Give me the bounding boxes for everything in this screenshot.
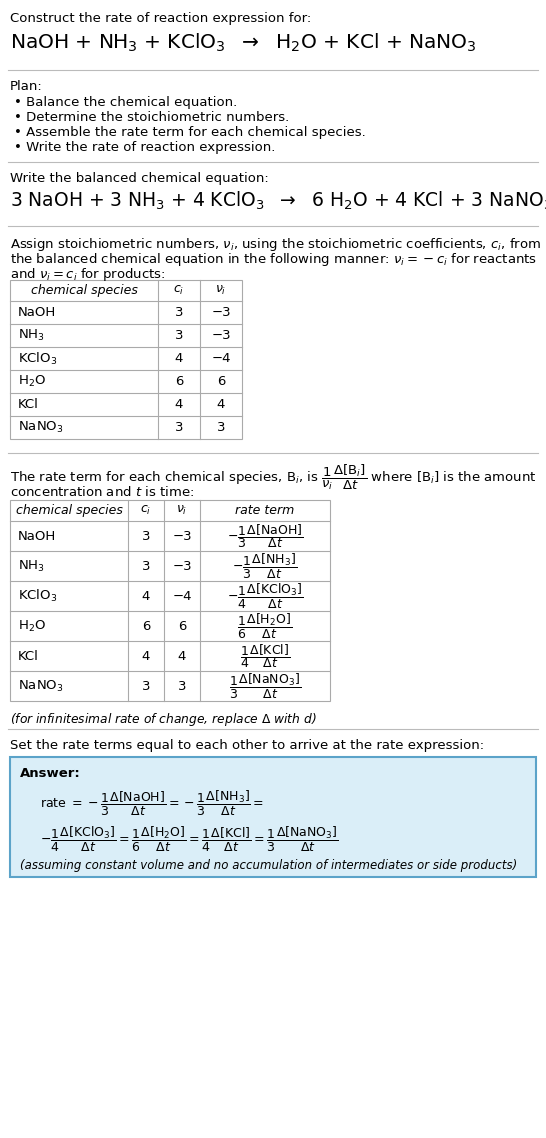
Text: $-\dfrac{1}{4}\dfrac{\Delta[\mathrm{KClO_3}]}{\Delta t}$: $-\dfrac{1}{4}\dfrac{\Delta[\mathrm{KClO…: [227, 582, 303, 610]
Text: 6: 6: [217, 376, 225, 388]
Text: 4: 4: [217, 398, 225, 411]
Text: Write the balanced chemical equation:: Write the balanced chemical equation:: [10, 172, 269, 185]
Text: • Write the rate of reaction expression.: • Write the rate of reaction expression.: [14, 141, 275, 154]
Text: $\nu_i$: $\nu_i$: [176, 504, 188, 517]
Text: 3: 3: [175, 329, 183, 343]
Text: KCl: KCl: [18, 650, 39, 662]
Text: −4: −4: [211, 352, 231, 365]
Text: the balanced chemical equation in the following manner: $\nu_i = -c_i$ for react: the balanced chemical equation in the fo…: [10, 251, 537, 269]
Text: (assuming constant volume and no accumulation of intermediates or side products): (assuming constant volume and no accumul…: [20, 859, 517, 872]
Text: NH$_3$: NH$_3$: [18, 328, 45, 343]
Text: −3: −3: [211, 329, 231, 343]
Text: NaOH + NH$_3$ + KClO$_3$  $\rightarrow$  H$_2$O + KCl + NaNO$_3$: NaOH + NH$_3$ + KClO$_3$ $\rightarrow$ H…: [10, 32, 477, 55]
Text: $\nu_i$: $\nu_i$: [215, 284, 227, 297]
Text: NaNO$_3$: NaNO$_3$: [18, 420, 64, 435]
Text: 6: 6: [142, 619, 150, 633]
Text: $-\dfrac{1}{3}\dfrac{\Delta[\mathrm{NH_3}]}{\Delta t}$: $-\dfrac{1}{3}\dfrac{\Delta[\mathrm{NH_3…: [233, 552, 298, 580]
Text: 6: 6: [175, 376, 183, 388]
Text: Set the rate terms equal to each other to arrive at the rate expression:: Set the rate terms equal to each other t…: [10, 739, 484, 752]
Text: 4: 4: [178, 650, 186, 662]
Text: 3 NaOH + 3 NH$_3$ + 4 KClO$_3$  $\rightarrow$  6 H$_2$O + 4 KCl + 3 NaNO$_3$: 3 NaOH + 3 NH$_3$ + 4 KClO$_3$ $\rightar…: [10, 190, 546, 213]
Text: 4: 4: [175, 352, 183, 365]
Text: 3: 3: [142, 560, 150, 572]
Text: The rate term for each chemical species, B$_i$, is $\dfrac{1}{\nu_i}\dfrac{\Delt: The rate term for each chemical species,…: [10, 463, 536, 493]
Text: $\dfrac{1}{6}\dfrac{\Delta[\mathrm{H_2O}]}{\Delta t}$: $\dfrac{1}{6}\dfrac{\Delta[\mathrm{H_2O}…: [238, 611, 293, 641]
Text: chemical species: chemical species: [16, 504, 122, 517]
Text: Construct the rate of reaction expression for:: Construct the rate of reaction expressio…: [10, 13, 311, 25]
Text: rate $= -\dfrac{1}{3}\dfrac{\Delta[\mathrm{NaOH}]}{\Delta t} = -\dfrac{1}{3}\dfr: rate $= -\dfrac{1}{3}\dfrac{\Delta[\math…: [40, 789, 264, 818]
Text: and $\nu_i = c_i$ for products:: and $\nu_i = c_i$ for products:: [10, 266, 165, 283]
Text: 4: 4: [175, 398, 183, 411]
Text: (for infinitesimal rate of change, replace $\Delta$ with $d$): (for infinitesimal rate of change, repla…: [10, 711, 317, 728]
Text: $c_i$: $c_i$: [174, 284, 185, 297]
Text: NH$_3$: NH$_3$: [18, 559, 45, 574]
FancyBboxPatch shape: [10, 757, 536, 877]
Text: NaOH: NaOH: [18, 306, 56, 319]
Text: Plan:: Plan:: [10, 80, 43, 93]
Text: $-\dfrac{1}{3}\dfrac{\Delta[\mathrm{NaOH}]}{\Delta t}$: $-\dfrac{1}{3}\dfrac{\Delta[\mathrm{NaOH…: [227, 522, 303, 550]
Bar: [10, 280, 242, 439]
Text: 3: 3: [175, 421, 183, 434]
Text: chemical species: chemical species: [31, 284, 138, 297]
Bar: [10, 500, 330, 701]
Text: −3: −3: [211, 306, 231, 319]
Text: −3: −3: [172, 529, 192, 543]
Text: $-\dfrac{1}{4}\dfrac{\Delta[\mathrm{KClO_3}]}{\Delta t} = \dfrac{1}{6}\dfrac{\De: $-\dfrac{1}{4}\dfrac{\Delta[\mathrm{KClO…: [40, 825, 339, 854]
Text: NaOH: NaOH: [18, 529, 56, 543]
Text: 4: 4: [142, 650, 150, 662]
Text: Assign stoichiometric numbers, $\nu_i$, using the stoichiometric coefficients, $: Assign stoichiometric numbers, $\nu_i$, …: [10, 236, 541, 253]
Text: KClO$_3$: KClO$_3$: [18, 588, 57, 604]
Text: KClO$_3$: KClO$_3$: [18, 351, 57, 366]
Text: 3: 3: [217, 421, 225, 434]
Text: −3: −3: [172, 560, 192, 572]
Text: • Assemble the rate term for each chemical species.: • Assemble the rate term for each chemic…: [14, 126, 366, 139]
Text: concentration and $t$ is time:: concentration and $t$ is time:: [10, 485, 194, 498]
Text: Answer:: Answer:: [20, 767, 81, 780]
Text: • Determine the stoichiometric numbers.: • Determine the stoichiometric numbers.: [14, 112, 289, 124]
Text: 3: 3: [142, 529, 150, 543]
Text: NaNO$_3$: NaNO$_3$: [18, 678, 64, 693]
Text: 3: 3: [142, 679, 150, 693]
Text: KCl: KCl: [18, 398, 39, 411]
Text: −4: −4: [172, 589, 192, 602]
Text: $\dfrac{1}{4}\dfrac{\Delta[\mathrm{KCl}]}{\Delta t}$: $\dfrac{1}{4}\dfrac{\Delta[\mathrm{KCl}]…: [240, 642, 290, 670]
Text: H$_2$O: H$_2$O: [18, 374, 46, 389]
Text: 3: 3: [178, 679, 186, 693]
Text: 6: 6: [178, 619, 186, 633]
Text: 3: 3: [175, 306, 183, 319]
Text: rate term: rate term: [235, 504, 295, 517]
Text: H$_2$O: H$_2$O: [18, 618, 46, 634]
Text: $c_i$: $c_i$: [140, 504, 152, 517]
Text: $\dfrac{1}{3}\dfrac{\Delta[\mathrm{NaNO_3}]}{\Delta t}$: $\dfrac{1}{3}\dfrac{\Delta[\mathrm{NaNO_…: [229, 671, 301, 701]
Text: 4: 4: [142, 589, 150, 602]
Text: • Balance the chemical equation.: • Balance the chemical equation.: [14, 96, 238, 109]
